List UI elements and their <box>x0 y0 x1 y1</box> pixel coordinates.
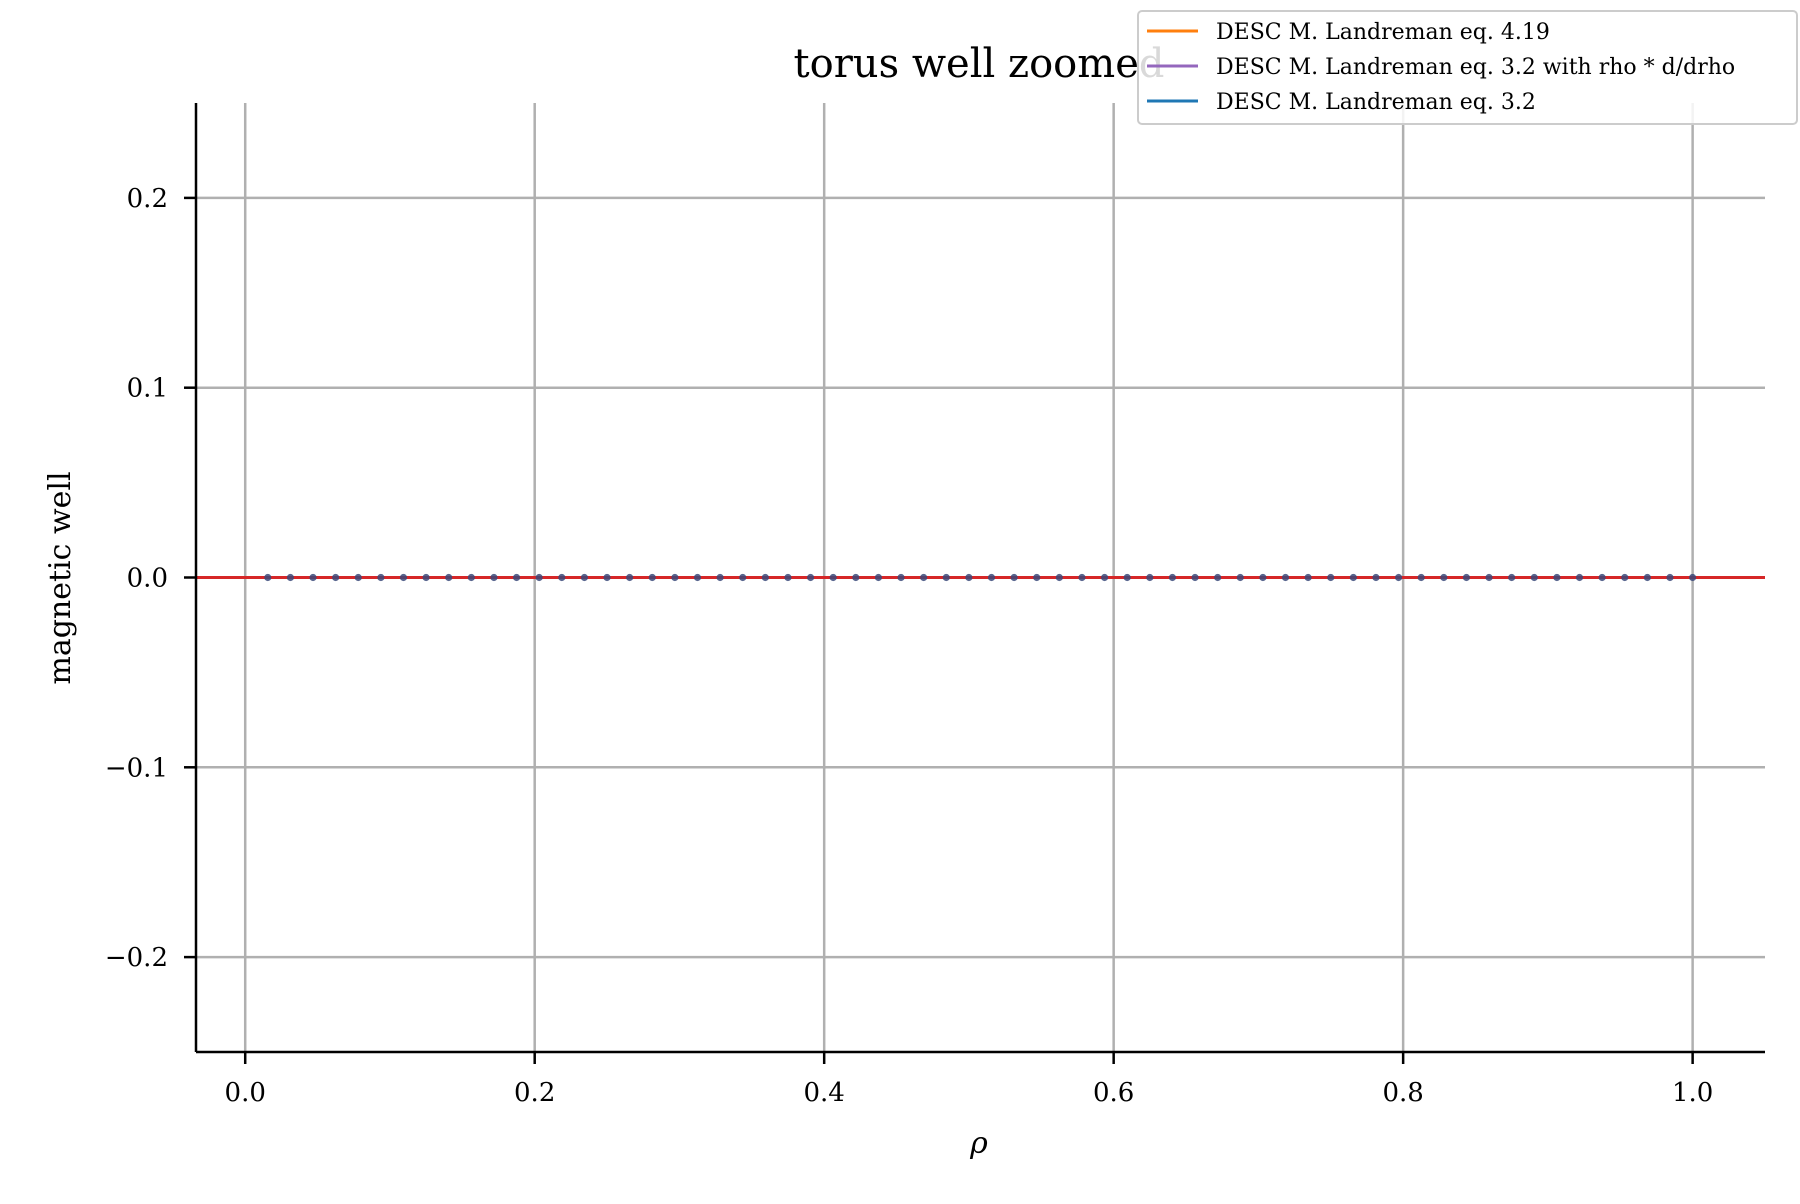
x-axis-label: ρ <box>969 1126 988 1161</box>
data-point-19 <box>693 573 702 582</box>
data-point-3 <box>332 573 340 582</box>
chart-title: torus well zoomed <box>794 41 1165 87</box>
data-point-23 <box>784 573 792 582</box>
data-point-10 <box>490 573 498 582</box>
y-axis-label: magnetic well <box>43 471 78 684</box>
data-point-63 <box>1688 573 1697 582</box>
data-point-4 <box>354 573 362 582</box>
legend-label-2: DESC M. Landreman eq. 3.2 <box>1216 90 1536 115</box>
data-point-41 <box>1191 573 1199 582</box>
legend-label-1: DESC M. Landreman eq. 3.2 with rho * d/d… <box>1216 55 1735 80</box>
series-layer <box>196 573 1765 582</box>
data-point-37 <box>1100 573 1109 582</box>
data-point-6 <box>399 573 408 582</box>
data-point-51 <box>1417 573 1425 582</box>
data-point-47 <box>1327 573 1335 582</box>
data-point-20 <box>716 573 724 582</box>
data-point-42 <box>1214 573 1222 582</box>
y-tick-label-0: 0.2 <box>127 184 168 214</box>
legend-entries: DESC M. Landreman eq. 4.19 DESC M. Landre… <box>1147 20 1735 115</box>
data-point-62 <box>1666 573 1674 582</box>
data-point-60 <box>1621 573 1629 582</box>
data-point-53 <box>1462 573 1471 582</box>
data-point-9 <box>467 573 475 582</box>
data-point-52 <box>1440 573 1448 582</box>
data-point-0 <box>264 573 272 582</box>
data-point-15 <box>603 573 611 582</box>
data-point-8 <box>445 573 453 582</box>
data-point-32 <box>987 573 996 582</box>
data-point-26 <box>852 573 860 582</box>
data-point-29 <box>920 573 928 582</box>
data-point-14 <box>580 573 589 582</box>
data-point-54 <box>1485 573 1493 582</box>
data-point-21 <box>739 573 747 582</box>
data-point-49 <box>1372 573 1380 582</box>
data-point-45 <box>1281 573 1290 582</box>
data-point-48 <box>1349 573 1357 582</box>
data-point-27 <box>874 573 883 582</box>
x-tick-label-0: 0.0 <box>225 1078 266 1108</box>
data-point-44 <box>1259 573 1267 582</box>
data-point-2 <box>309 573 317 582</box>
data-point-55 <box>1508 573 1516 582</box>
data-point-58 <box>1575 573 1584 582</box>
data-point-22 <box>761 573 769 582</box>
data-point-31 <box>965 573 973 582</box>
data-point-30 <box>942 573 950 582</box>
legend-label-0: DESC M. Landreman eq. 4.19 <box>1216 20 1550 45</box>
data-point-35 <box>1055 573 1063 582</box>
data-point-7 <box>422 573 430 582</box>
data-point-33 <box>1010 573 1018 582</box>
data-point-61 <box>1643 573 1651 582</box>
y-tick-label-4: −0.2 <box>105 943 168 973</box>
x-tick-label-2: 0.4 <box>803 1078 844 1108</box>
x-tick-label-5: 1.0 <box>1672 1078 1713 1108</box>
data-point-43 <box>1236 573 1244 582</box>
y-tick-label-1: 0.1 <box>127 374 168 404</box>
data-point-50 <box>1394 573 1403 582</box>
data-point-13 <box>558 573 566 582</box>
data-point-34 <box>1033 573 1041 582</box>
data-point-38 <box>1123 573 1131 582</box>
y-tick-label-2: 0.0 <box>127 564 168 594</box>
data-point-11 <box>512 573 521 582</box>
x-tick-label-1: 0.2 <box>514 1078 555 1108</box>
data-point-25 <box>829 573 837 582</box>
data-point-16 <box>626 573 634 582</box>
data-point-40 <box>1168 573 1177 582</box>
data-point-1 <box>286 573 295 582</box>
x-tick-label-3: 0.6 <box>1093 1078 1134 1108</box>
data-point-56 <box>1530 573 1538 582</box>
data-point-5 <box>377 573 385 582</box>
ticks-layer: 0.0 0.2 0.4 0.6 0.8 1.0 0.2 0.1 0.0 −0.1 −0.2 <box>105 184 1713 1108</box>
data-point-57 <box>1553 573 1561 582</box>
data-point-39 <box>1146 573 1154 582</box>
data-point-17 <box>648 573 656 582</box>
legend: DESC M. Landreman eq. 4.19 DESC M. Landre… <box>1137 10 1798 125</box>
data-point-24 <box>806 573 815 582</box>
legend-frame <box>1137 10 1798 125</box>
data-point-18 <box>671 573 679 582</box>
x-tick-label-4: 0.8 <box>1382 1078 1423 1108</box>
data-point-28 <box>897 573 905 582</box>
data-point-59 <box>1598 573 1606 582</box>
data-point-36 <box>1078 573 1086 582</box>
data-point-46 <box>1304 573 1312 582</box>
data-point-12 <box>535 573 543 582</box>
y-tick-label-3: −0.1 <box>105 753 168 783</box>
